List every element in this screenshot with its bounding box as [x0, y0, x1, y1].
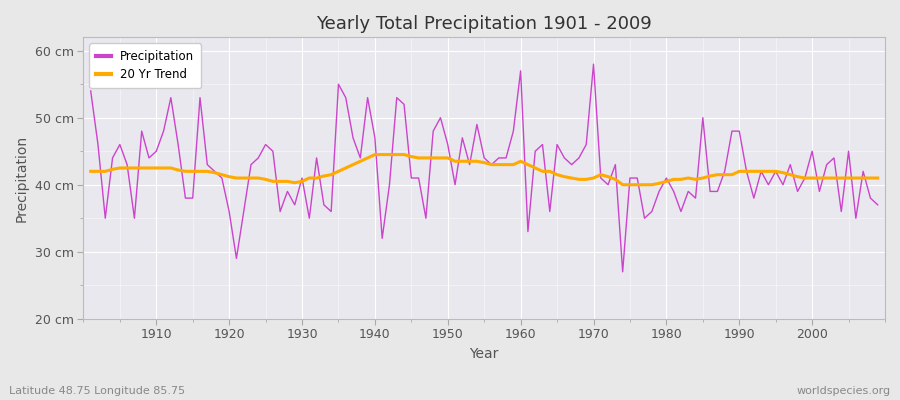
20 Yr Trend — [370, 152, 381, 157]
Line: Precipitation: Precipitation — [91, 64, 878, 272]
Precipitation — [617, 270, 628, 274]
Precipitation — [86, 88, 96, 93]
Y-axis label: Precipitation: Precipitation — [15, 134, 29, 222]
Text: Latitude 48.75 Longitude 85.75: Latitude 48.75 Longitude 85.75 — [9, 386, 185, 396]
X-axis label: Year: Year — [470, 347, 499, 361]
Legend: Precipitation, 20 Yr Trend: Precipitation, 20 Yr Trend — [89, 43, 202, 88]
Text: worldspecies.org: worldspecies.org — [796, 386, 891, 396]
20 Yr Trend — [347, 162, 358, 167]
Precipitation — [872, 202, 883, 207]
Precipitation — [304, 216, 315, 221]
Precipitation — [144, 156, 155, 160]
Title: Yearly Total Precipitation 1901 - 2009: Yearly Total Precipitation 1901 - 2009 — [316, 15, 652, 33]
20 Yr Trend — [515, 159, 526, 164]
Line: 20 Yr Trend: 20 Yr Trend — [91, 154, 878, 185]
20 Yr Trend — [872, 176, 883, 180]
Precipitation — [508, 129, 518, 134]
Precipitation — [515, 68, 526, 73]
Precipitation — [588, 62, 598, 66]
Precipitation — [347, 136, 358, 140]
20 Yr Trend — [617, 182, 628, 187]
20 Yr Trend — [86, 169, 96, 174]
20 Yr Trend — [523, 162, 534, 167]
20 Yr Trend — [610, 177, 621, 182]
20 Yr Trend — [304, 176, 315, 180]
20 Yr Trend — [144, 166, 155, 170]
Precipitation — [610, 162, 621, 167]
